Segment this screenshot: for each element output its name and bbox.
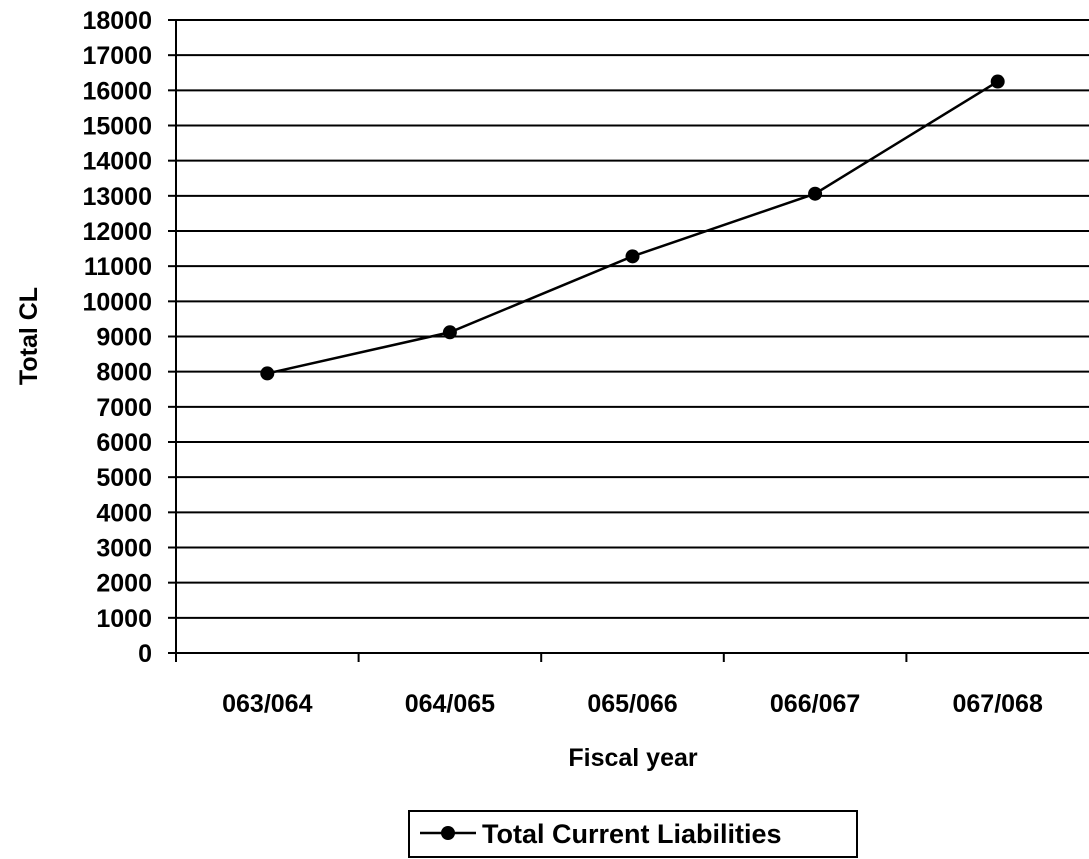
data-point <box>990 74 1005 89</box>
axes <box>175 20 1089 654</box>
y-tick-label: 0 <box>138 640 152 668</box>
x-tick-label: 066/067 <box>770 690 860 718</box>
series <box>260 74 1005 381</box>
y-tick-label: 17000 <box>82 42 152 70</box>
x-tick-label: 065/066 <box>587 690 677 718</box>
y-tick-label: 4000 <box>96 499 152 527</box>
gridlines <box>168 19 1089 654</box>
y-tick-label: 7000 <box>96 394 152 422</box>
data-point <box>442 325 457 340</box>
data-point <box>260 366 275 381</box>
y-tick-label: 8000 <box>96 359 152 387</box>
y-tick-label: 10000 <box>82 288 152 316</box>
x-tick-labels: 063/064 064/065 065/066 066/067 067/068 <box>175 653 1043 718</box>
legend-swatch-marker <box>441 826 455 840</box>
y-tick-label: 16000 <box>82 77 152 105</box>
y-tick-label: 13000 <box>82 183 152 211</box>
y-tick-label: 6000 <box>96 429 152 457</box>
y-tick-label: 9000 <box>96 324 152 352</box>
y-axis-title: Total CL <box>15 287 43 385</box>
y-tick-label: 11000 <box>84 253 152 281</box>
y-tick-label: 18000 <box>82 7 152 35</box>
y-tick-label: 2000 <box>96 570 152 598</box>
x-tick-label: 063/064 <box>222 690 312 718</box>
legend-box <box>408 810 858 858</box>
x-tick-label: 064/065 <box>405 690 495 718</box>
y-tick-label: 5000 <box>96 464 152 492</box>
y-tick-label: 1000 <box>96 605 152 633</box>
y-tick-label: 3000 <box>96 535 152 563</box>
x-axis-title: Fiscal year <box>568 744 698 772</box>
y-tick-labels: 0 1000 2000 3000 4000 5000 6000 7000 8000 9000 100… <box>82 7 152 668</box>
data-point <box>808 186 823 201</box>
data-point <box>625 249 640 264</box>
y-tick-label: 12000 <box>82 218 152 246</box>
y-tick-label: 15000 <box>82 113 152 141</box>
x-tick-label: 067/068 <box>953 690 1043 718</box>
legend-label: Total Current Liabilities <box>482 819 782 849</box>
legend: Total Current Liabilities <box>408 810 858 858</box>
y-tick-label: 14000 <box>82 148 152 176</box>
